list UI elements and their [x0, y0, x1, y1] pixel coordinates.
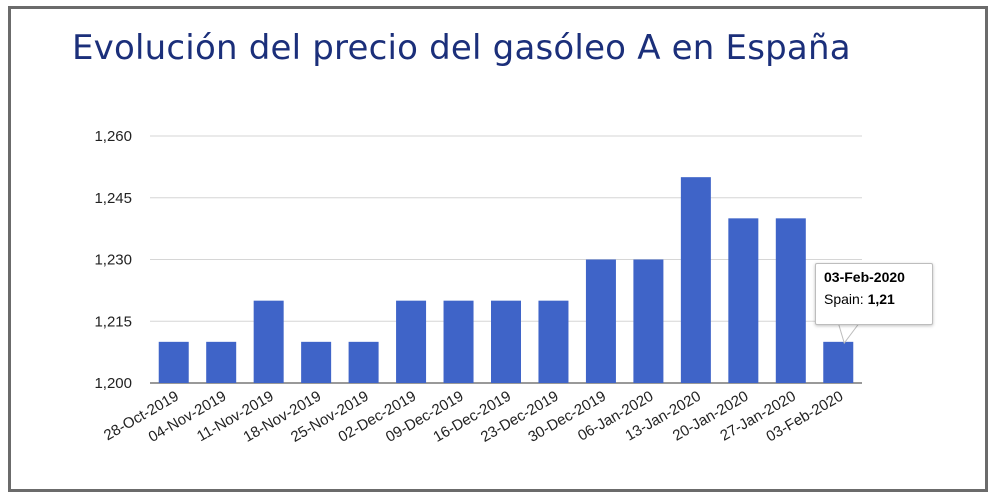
tooltip-series-label: Spain:: [824, 291, 864, 307]
y-tick-label: 1,200: [94, 375, 132, 392]
chart-tooltip: 03-Feb-2020 Spain: 1,21: [815, 263, 933, 325]
bar: [823, 341, 854, 383]
tooltip-body: Spain: 1,21: [824, 291, 924, 307]
bar: [633, 259, 664, 383]
bar: [301, 341, 332, 383]
y-tick-label: 1,215: [94, 313, 132, 330]
bar: [538, 300, 569, 383]
bar: [443, 300, 474, 383]
bar: [728, 218, 759, 383]
bar: [396, 300, 427, 383]
bar: [348, 341, 379, 383]
tooltip-value: 1,21: [867, 291, 895, 307]
y-tick-label: 1,230: [94, 252, 132, 269]
bar: [206, 341, 237, 383]
bar: [680, 177, 711, 383]
bar: [491, 300, 521, 383]
bar: [585, 259, 616, 383]
chart-title: Evolución del precio del gasóleo A en Es…: [72, 28, 851, 68]
tooltip-pointer: [837, 321, 861, 345]
y-tick-label: 1,245: [94, 190, 132, 207]
bar: [158, 341, 189, 383]
chart-frame: [8, 6, 988, 492]
bar: [775, 218, 806, 383]
y-tick-label: 1,260: [94, 128, 132, 145]
bar: [253, 300, 284, 383]
tooltip-date: 03-Feb-2020: [824, 269, 905, 285]
